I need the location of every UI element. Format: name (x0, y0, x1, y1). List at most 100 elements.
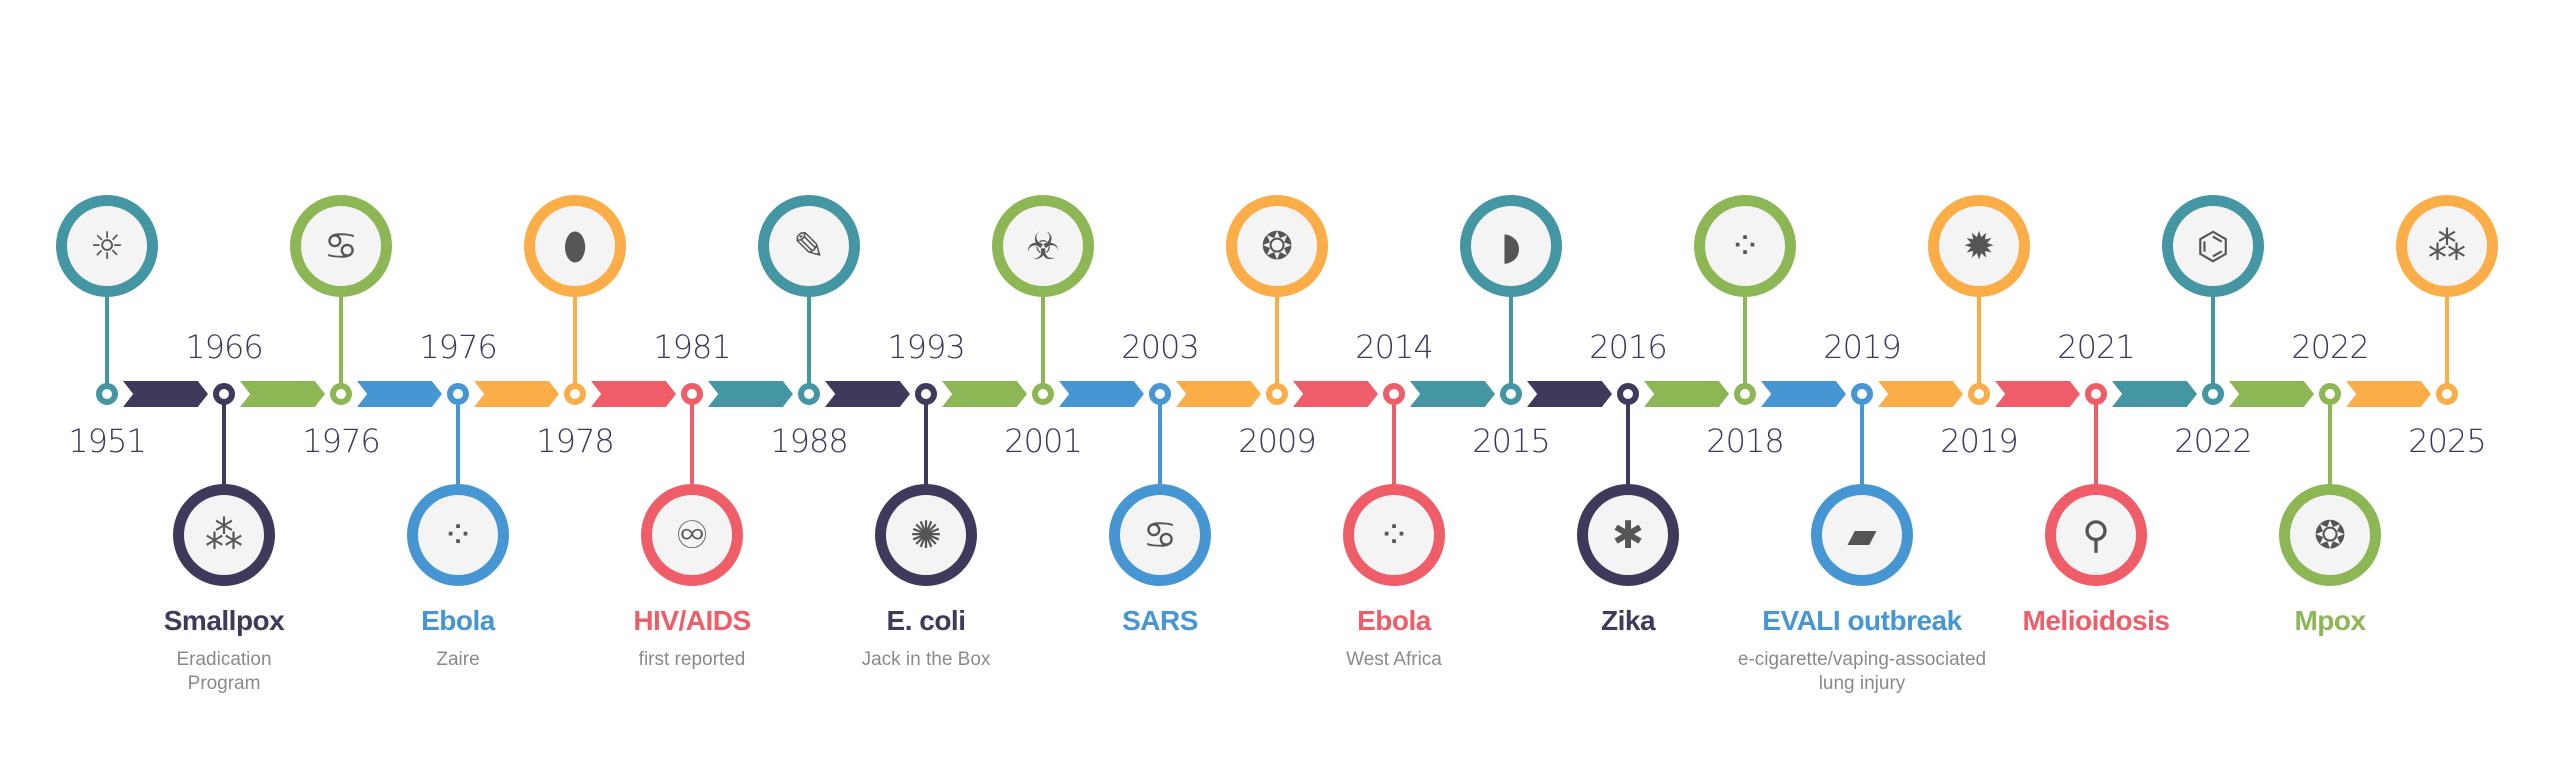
virus-cells-icon: ⁂ (2428, 224, 2466, 268)
event-icon-badge: ⌬ (2162, 195, 2264, 297)
magnifier-icon: ⚲ (2082, 513, 2110, 557)
year-label: 2014 (1355, 328, 1433, 366)
year-label: 2022 (2174, 422, 2252, 460)
year-label: 1966 (185, 328, 263, 366)
connector-stem (1860, 394, 1864, 490)
connector-stem (2328, 394, 2332, 490)
arrow-connector (1527, 381, 1612, 407)
connector-stem (1743, 290, 1747, 394)
event-text: Smallpox Eradication Program (54, 604, 394, 696)
event-title: Melioidosis (2022, 605, 2170, 636)
bacteria-icon: ⁘ (1378, 513, 1410, 557)
event-text: Melioidosis (1926, 604, 2266, 638)
event-icon-badge: ◗ (1460, 195, 1562, 297)
arrow-connector (2112, 381, 2197, 407)
arrow-connector (1293, 381, 1378, 407)
event-text: Mpox (2160, 604, 2500, 638)
arrow-connector (240, 381, 325, 407)
timeline-node (2085, 383, 2107, 405)
timeline-node (1617, 383, 1639, 405)
timeline-node (1734, 383, 1756, 405)
event-icon-badge: ♋ (290, 195, 392, 297)
timeline-node (330, 383, 352, 405)
connector-stem (2445, 290, 2449, 394)
event-title: EVALI outbreak (1762, 605, 1962, 636)
year-label: 2009 (1238, 422, 1316, 460)
event-subtitle: West Africa (1346, 649, 1442, 670)
arrow-connector (708, 381, 793, 407)
ribbon-icon: ♾ (674, 513, 710, 557)
event-icon-badge: ⁂ (173, 484, 275, 586)
event-title: Mpox (2294, 605, 2366, 636)
year-label: 1978 (536, 422, 614, 460)
year-label: 1981 (653, 328, 731, 366)
event-subtitle: Zaire (436, 649, 480, 670)
connector-stem (1392, 394, 1396, 490)
arrow-connector (474, 381, 559, 407)
year-label: 1976 (419, 328, 497, 366)
event-icon-badge: ✹ (1928, 195, 2030, 297)
timeline-node (1851, 383, 1873, 405)
event-subtitle: Eradication (176, 649, 272, 670)
year-label: 1988 (770, 422, 848, 460)
year-label: 1951 (68, 422, 146, 460)
arrow-connector (2229, 381, 2314, 407)
event-icon-badge: ⬮ (524, 195, 626, 297)
arrow-connector (1878, 381, 1963, 407)
year-label: 1976 (302, 422, 380, 460)
event-title: Ebola (1357, 605, 1431, 636)
connector-stem (1275, 290, 1279, 394)
lightbulb-icon: ☼ (89, 224, 125, 268)
event-icon-badge: ✺ (875, 484, 977, 586)
arrow-connector (1995, 381, 2080, 407)
arrow-connector (1410, 381, 1495, 407)
connector-stem (807, 290, 811, 394)
timeline-node (798, 383, 820, 405)
connector-stem (1626, 394, 1630, 490)
connector-stem (924, 394, 928, 490)
year-label: 2016 (1589, 328, 1667, 366)
timeline-node (2436, 383, 2458, 405)
arrow-connector (591, 381, 676, 407)
event-icon-badge: ✱ (1577, 484, 1679, 586)
connector-stem (2211, 290, 2215, 394)
connector-stem (690, 394, 694, 490)
coronavirus-icon: ✹ (1963, 224, 1995, 268)
timeline-node (1500, 383, 1522, 405)
virus-cells-icon: ⁂ (205, 513, 243, 557)
rat-icon: ◗ (1500, 224, 1522, 268)
event-icon-badge: ⁘ (1694, 195, 1796, 297)
connector-stem (222, 394, 226, 490)
event-title: E. coli (886, 605, 966, 636)
connector-stem (1041, 290, 1045, 394)
event-text: Zika (1458, 604, 1798, 638)
event-title: SARS (1122, 605, 1198, 636)
event-title: Zika (1600, 605, 1656, 636)
arrow-connector (1644, 381, 1729, 407)
connector-stem (456, 394, 460, 490)
timeline-node (1383, 383, 1405, 405)
year-label: 2015 (1472, 422, 1550, 460)
timeline-node (2202, 383, 2224, 405)
year-label: 2019 (1823, 328, 1901, 366)
biohazard-icon: ☣ (1025, 224, 1061, 268)
lungs-icon: ♋ (1142, 513, 1178, 557)
timeline-node (915, 383, 937, 405)
event-text: SARS (990, 604, 1330, 638)
timeline-node (2319, 383, 2341, 405)
event-text: Ebola West Africa (1224, 604, 1564, 672)
event-icon-badge: ▰ (1811, 484, 1913, 586)
timeline-node (96, 383, 118, 405)
connector-stem (105, 290, 109, 394)
lungs-icon: ♋ (323, 224, 359, 268)
timeline-node (1266, 383, 1288, 405)
event-subtitle: Jack in the Box (861, 649, 991, 670)
bacteria-icon: ⁘ (442, 513, 474, 557)
event-icon-badge: ❂ (2279, 484, 2381, 586)
year-label: 2025 (2408, 422, 2486, 460)
event-icon-badge: ⁘ (407, 484, 509, 586)
timeline-node (213, 383, 235, 405)
timeline-node (1032, 383, 1054, 405)
event-icon-badge: ♋ (1109, 484, 1211, 586)
